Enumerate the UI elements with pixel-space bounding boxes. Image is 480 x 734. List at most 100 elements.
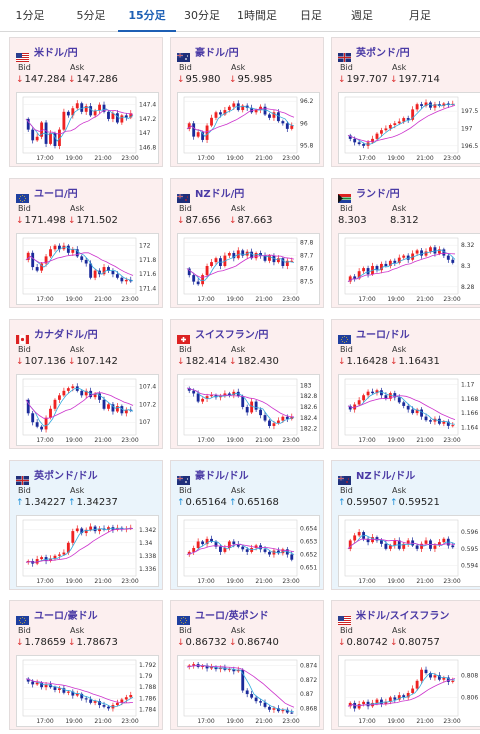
ask-label: Ask <box>70 204 85 213</box>
tab-6[interactable]: 週足 <box>351 9 373 22</box>
rate-card[interactable]: 豪ドル/円 Bid ↓95.980 Ask ↓95.985 96.2 96 95.8 17:00… <box>170 37 324 167</box>
price-chart[interactable]: 183 182.8 182.6 182.4 182.2 17:00 19:00 21:00 23… <box>177 374 320 446</box>
candle <box>102 399 106 409</box>
price-chart[interactable]: 172 171.8 171.6 171.4 17:00 19:00 21:00 23:00 <box>16 233 159 305</box>
price-chart[interactable]: 147.4 147.2 147 146.8 17:00 19:00 21:00 23:00 <box>16 92 159 164</box>
price-chart[interactable]: 0.596 0.595 0.594 17:00 19:00 21:00 23:00 <box>338 515 480 587</box>
ask-value: ↓87.663 <box>229 215 273 226</box>
candle <box>384 128 388 131</box>
pair-name[interactable]: カナダドル/円 <box>34 329 98 341</box>
candle <box>84 259 88 264</box>
card-header: 英ポンド/ドル <box>16 467 98 485</box>
candle <box>107 404 110 409</box>
rate-card[interactable]: NZドル/ドル Bid ↑0.59507 Ask ↑0.59521 0.596 0.595 0… <box>331 460 480 590</box>
price-chart[interactable]: 107.4 107.2 107 17:00 19:00 21:00 23:00 <box>16 374 159 446</box>
pair-name[interactable]: NZドル/ドル <box>356 470 416 482</box>
pair-name[interactable]: NZドル/円 <box>195 188 245 200</box>
x-tick-label: 23:00 <box>282 718 299 725</box>
bid-price: 107.136 <box>24 356 66 367</box>
arrow-down-icon: ↓ <box>229 638 237 648</box>
pair-name[interactable]: ユーロ/豪ドル <box>34 610 98 622</box>
price-chart[interactable]: 0.654 0.653 0.652 0.651 17:00 19:00 21:00 23:00 <box>177 515 320 587</box>
x-tick-label: 19:00 <box>226 296 243 303</box>
ask-label: Ask <box>70 486 85 495</box>
x-tick-label: 23:00 <box>282 578 299 585</box>
tab-3[interactable]: 30分足 <box>184 9 220 22</box>
rate-card[interactable]: ランド/円 Bid 8.303 Ask 8.312 8.32 8.3 8.28 17:00 19:… <box>331 178 480 308</box>
pair-name[interactable]: 豪ドル/円 <box>195 47 239 59</box>
candle <box>120 406 124 414</box>
pair-name[interactable]: 豪ドル/ドル <box>195 470 249 482</box>
arrow-up-icon: ↑ <box>338 498 346 508</box>
pair-name[interactable]: ランド/円 <box>356 188 400 200</box>
candle <box>276 420 280 424</box>
rate-card[interactable]: ユーロ/円 Bid ↓171.498 Ask ↓171.502 172 171.8 171.6… <box>9 178 163 308</box>
card-header: 米ドル/スイスフラン <box>338 607 450 625</box>
x-tick-label: 17:00 <box>358 296 375 303</box>
y-tick-label: 1.342 <box>139 527 156 534</box>
arrow-up-icon: ↑ <box>68 498 76 508</box>
pair-name[interactable]: 英ポンド/ドル <box>34 470 98 482</box>
ma-long-line <box>186 254 295 278</box>
rate-card[interactable]: 英ポンド/円 Bid ↓197.707 Ask ↓197.714 197.5 197 196.… <box>331 37 480 167</box>
rate-card[interactable]: カナダドル/円 Bid ↓107.136 Ask ↓107.142 107.4 107.2 1… <box>9 319 163 449</box>
bid-value: ↑0.59507 <box>338 497 388 508</box>
tab-0[interactable]: 1分足 <box>15 9 45 22</box>
candle <box>384 701 388 705</box>
y-tick-label: 197 <box>461 125 473 132</box>
candle <box>44 122 48 144</box>
candle <box>107 527 110 530</box>
pair-name[interactable]: 英ポンド/円 <box>356 47 410 59</box>
candle <box>236 544 240 547</box>
candle <box>388 125 392 129</box>
ma-long-line <box>25 109 134 135</box>
ask-label: Ask <box>392 626 407 635</box>
rate-card[interactable]: 英ポンド/ドル Bid ↑1.34227 Ask ↑1.34237 1.342 1.34 1.… <box>9 460 163 590</box>
tab-4[interactable]: 1時間足 <box>237 9 277 22</box>
rate-card[interactable]: NZドル/円 Bid ↓87.656 Ask ↓87.663 87.8 87.7 87.6 87… <box>170 178 324 308</box>
pair-name[interactable]: ユーロ/円 <box>34 188 78 200</box>
ask-value: ↓0.80757 <box>390 637 440 648</box>
candle <box>362 268 366 272</box>
ask-value: ↑0.65168 <box>229 497 279 508</box>
rate-card[interactable]: 米ドル/スイスフラン Bid ↓0.80742 Ask ↓0.80757 0.808 0.8… <box>331 600 480 730</box>
price-chart[interactable]: 197.5 197 196.5 17:00 19:00 21:00 23:00 <box>338 92 480 164</box>
candle <box>40 122 44 137</box>
tab-5[interactable]: 日足 <box>300 9 322 22</box>
rate-card[interactable]: ユーロ/豪ドル Bid ↓1.78659 Ask ↓1.78673 1.792 1.79 1.… <box>9 600 163 730</box>
x-tick-label: 21:00 <box>94 718 111 725</box>
ask-price: 8.312 <box>390 215 419 226</box>
pair-name[interactable]: 米ドル/円 <box>34 47 78 59</box>
candle <box>75 103 79 109</box>
rate-card[interactable]: スイスフラン/円 Bid ↓182.414 Ask ↓182.430 183 182.8 18… <box>170 319 324 449</box>
pair-name[interactable]: スイスフラン/円 <box>195 329 269 341</box>
price-chart[interactable]: 1.17 1.168 1.166 1.164 17:00 19:00 21:00 23:00 <box>338 374 480 446</box>
price-chart[interactable]: 87.8 87.7 87.6 87.5 17:00 19:00 21:00 23:00 <box>177 233 320 305</box>
price-chart[interactable]: 1.342 1.34 1.338 1.336 17:00 19:00 21:00 23:00 <box>16 515 159 587</box>
price-chart[interactable]: 0.874 0.872 0.87 0.868 17:00 19:00 21:00 23:00 <box>177 655 320 727</box>
y-tick-label: 0.652 <box>300 552 317 559</box>
pair-name[interactable]: ユーロ/ドル <box>356 329 410 341</box>
candle <box>268 420 271 426</box>
candle <box>192 123 196 137</box>
price-chart[interactable]: 8.32 8.3 8.28 17:00 19:00 21:00 23:00 <box>338 233 480 305</box>
pair-name[interactable]: 米ドル/スイスフラン <box>356 610 450 622</box>
rate-card[interactable]: 豪ドル/ドル Bid ↑0.65164 Ask ↑0.65168 0.654 0.653 0.… <box>170 460 324 590</box>
tab-7[interactable]: 月足 <box>409 9 431 22</box>
pair-name[interactable]: ユーロ/英ポンド <box>195 610 269 622</box>
rate-card[interactable]: ユーロ/ドル Bid ↓1.16428 Ask ↓1.16431 1.17 1.168 1.1… <box>331 319 480 449</box>
price-chart[interactable]: 1.792 1.79 1.788 1.786 1.784 17:00 19:00 21:00 2… <box>16 655 159 727</box>
candle <box>44 684 48 688</box>
candle <box>236 669 240 672</box>
x-tick-label: 21:00 <box>416 155 433 162</box>
rate-card[interactable]: 米ドル/円 Bid ↓147.284 Ask ↓147.286 147.4 147.2 147… <box>9 37 163 167</box>
tab-2[interactable]: 15分足 <box>118 0 176 32</box>
tab-1[interactable]: 5分足 <box>76 9 106 22</box>
price-chart[interactable]: 96.2 96 95.8 17:00 19:00 21:00 23:00 <box>177 92 320 164</box>
ask-label: Ask <box>231 486 246 495</box>
rate-card[interactable]: ユーロ/英ポンド Bid ↓0.86732 Ask ↓0.86740 0.874 0.872… <box>170 600 324 730</box>
candle <box>281 709 285 712</box>
price-chart[interactable]: 0.808 0.806 17:00 19:00 21:00 23:00 <box>338 655 480 727</box>
candle <box>250 548 254 552</box>
candle <box>196 132 200 137</box>
